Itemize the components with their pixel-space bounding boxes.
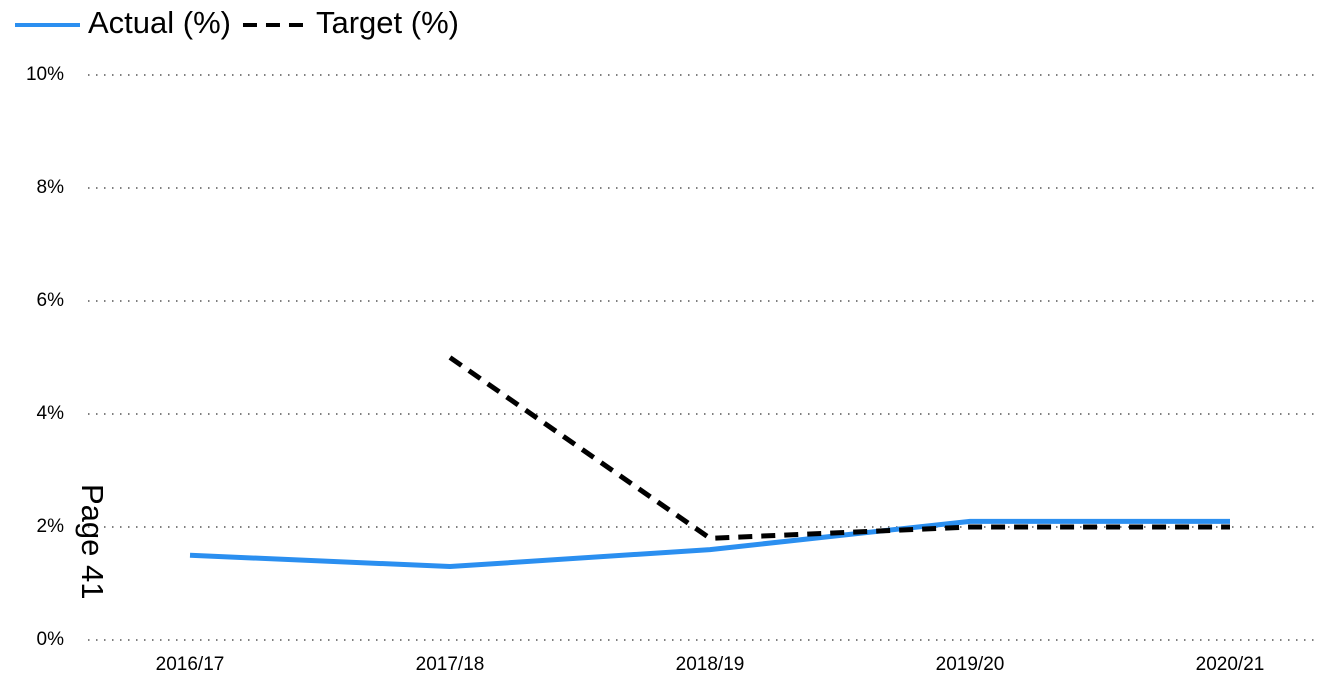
y-tick-label: 6% bbox=[37, 290, 65, 311]
y-tick-label: 4% bbox=[37, 403, 65, 424]
x-tick-label: 2018/19 bbox=[676, 654, 745, 675]
series-line bbox=[189, 518, 1230, 570]
y-tick-label: 10% bbox=[26, 64, 64, 85]
legend-label: Actual (%) bbox=[88, 5, 231, 40]
x-tick-label: 2016/17 bbox=[156, 654, 225, 675]
x-tick-label: 2019/20 bbox=[936, 654, 1005, 675]
y-tick-label: 0% bbox=[37, 629, 65, 650]
y-tick-label: 2% bbox=[37, 516, 65, 537]
legend-label: Target (%) bbox=[316, 5, 459, 40]
page-annotation: Page 41 bbox=[75, 484, 110, 600]
x-tick-label: 2020/21 bbox=[1196, 654, 1265, 675]
y-tick-label: 8% bbox=[37, 177, 65, 198]
x-tick-label: 2017/18 bbox=[416, 654, 485, 675]
series-line bbox=[448, 355, 1230, 541]
